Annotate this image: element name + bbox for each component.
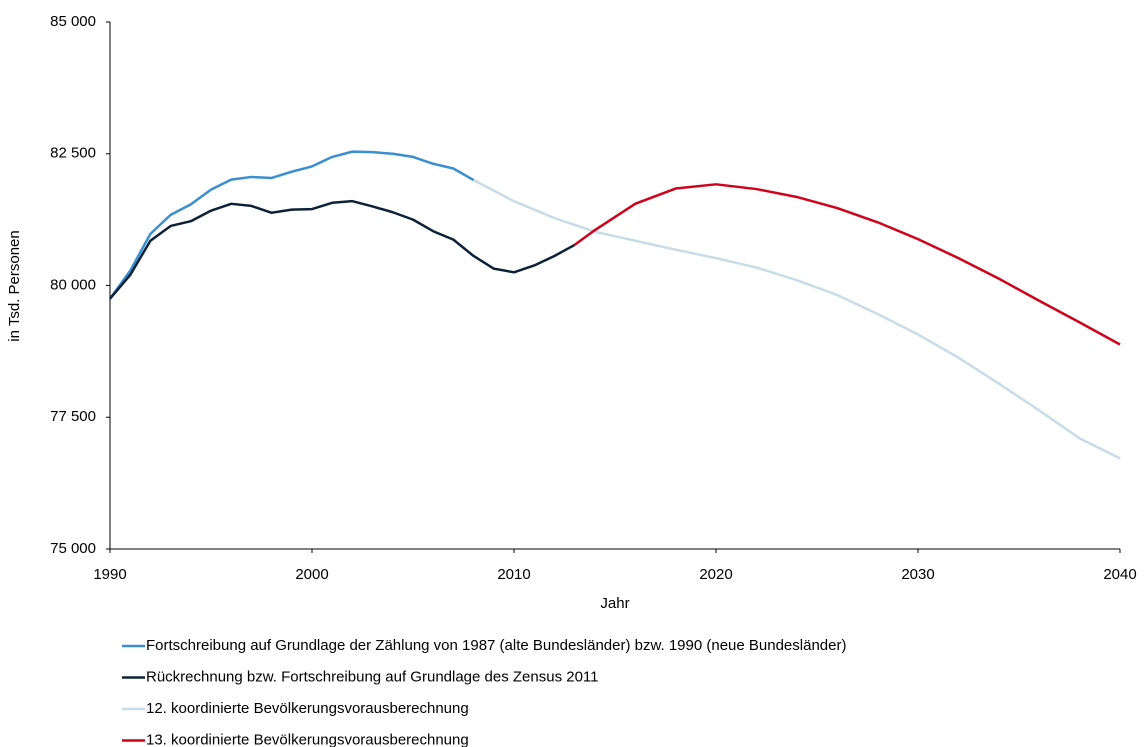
x-tick-label: 2040 xyxy=(1103,566,1136,583)
x-tick-label: 2000 xyxy=(295,566,328,583)
series-line xyxy=(473,178,1121,460)
series-line xyxy=(108,150,475,300)
y-tick-label: 85 000 xyxy=(50,13,96,30)
legend-label: 12. koordinierte Bevölkerungsvorausberec… xyxy=(146,700,469,717)
y-axis-label: in Tsd. Personen xyxy=(6,230,23,341)
x-tick-label: 2020 xyxy=(699,566,732,583)
x-tick-label: 1990 xyxy=(93,566,126,583)
legend-label: Fortschreibung auf Grundlage der Zählung… xyxy=(146,637,846,654)
legend-label: 13. koordinierte Bevölkerungsvorausberec… xyxy=(146,731,469,747)
y-tick-label: 75 000 xyxy=(50,540,96,557)
legend-label: Rückrechnung bzw. Fortschreibung auf Gru… xyxy=(146,668,599,685)
series-line xyxy=(109,199,576,300)
x-tick-label: 2030 xyxy=(901,566,934,583)
series-line xyxy=(573,183,1121,346)
x-axis-label: Jahr xyxy=(600,595,629,612)
x-tick-label: 2010 xyxy=(497,566,530,583)
y-tick-label: 77 500 xyxy=(50,408,96,425)
y-tick-label: 82 500 xyxy=(50,145,96,162)
y-tick-label: 80 000 xyxy=(50,276,96,293)
